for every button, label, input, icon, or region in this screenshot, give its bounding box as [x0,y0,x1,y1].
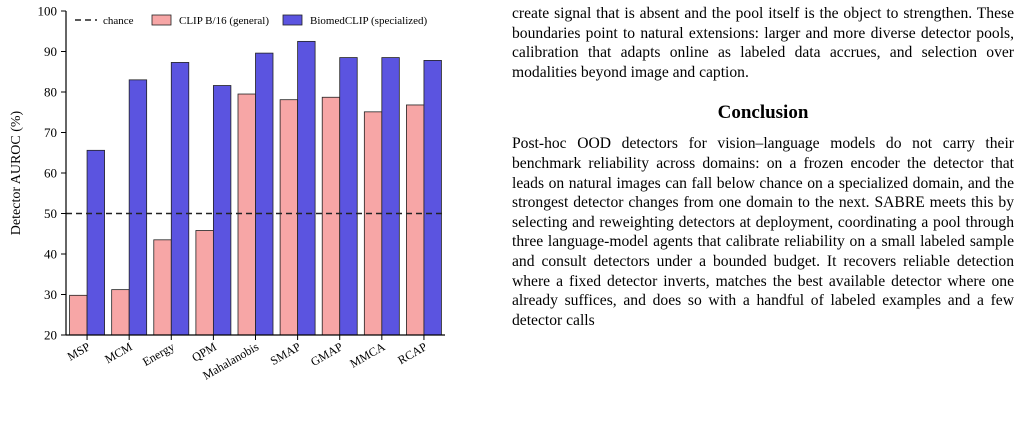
paragraph-limitations: create signal that is absent and the poo… [512,5,1014,81]
bar-biomedclip-qpm [212,85,232,336]
x-tick-label: MMCA [347,339,387,370]
y-tick-label: 30 [44,287,57,302]
legend-label-biomedclip: BiomedCLIP (specialized) [310,15,428,27]
x-tick-label: SMAP [268,339,304,368]
x-tick-label: Energy [140,339,177,368]
x-tick-label: GMAP [308,339,345,369]
legend-label-clip: CLIP B/16 (general) [179,15,269,27]
y-tick-label: 60 [44,166,57,181]
bar-clip-mmca [363,111,383,336]
bar-clip-energy [153,239,172,336]
bar-clip-gmap [321,96,341,336]
y-axis-label: Detector AUROC (%) [9,110,24,235]
y-tick-label: 80 [44,85,57,100]
bar-biomedclip-rcap [423,60,442,336]
bar-biomedclip-smap [297,40,316,336]
y-tick-label: 50 [44,206,57,221]
bar-clip-msp [69,294,88,336]
bar-clip-rcap [406,104,425,336]
y-tick-label: 90 [44,44,57,59]
legend-swatch-biomedclip [282,14,303,26]
text-column: create signal that is absent and the poo… [512,0,1014,421]
bar-clip-mahalanobis [237,93,256,336]
bar-clip-qpm [195,230,214,336]
bar-biomedclip-gmap [339,57,358,336]
y-tick-label: 100 [38,4,58,19]
bar-biomedclip-mahalanobis [255,52,274,336]
y-tick-label: 20 [44,328,57,343]
legend: chance CLIP B/16 (general) BiomedCLIP (spe… [75,14,428,27]
y-tick-label: 70 [44,125,57,140]
bar-biomedclip-energy [170,62,190,336]
bar-clip-mcm [111,289,130,336]
section-heading-conclusion: Conclusion [717,102,809,124]
bar-clip-smap [279,99,299,336]
legend-chance-label: chance [103,15,134,27]
bars-group [66,40,445,336]
x-tick-label: QPM [189,339,219,364]
paragraph-conclusion: Post-hoc OOD detectors for vision–langua… [512,135,1014,329]
bar-biomedclip-mcm [128,79,148,336]
legend-swatch-clip [151,14,172,26]
x-tick-label: MSP [65,339,93,363]
bar-biomedclip-msp [86,149,105,336]
bar-biomedclip-mmca [381,57,400,336]
y-tick-label: 40 [44,247,57,262]
x-tick-label: MCM [102,339,135,366]
x-tick-label: RCAP [395,339,429,367]
